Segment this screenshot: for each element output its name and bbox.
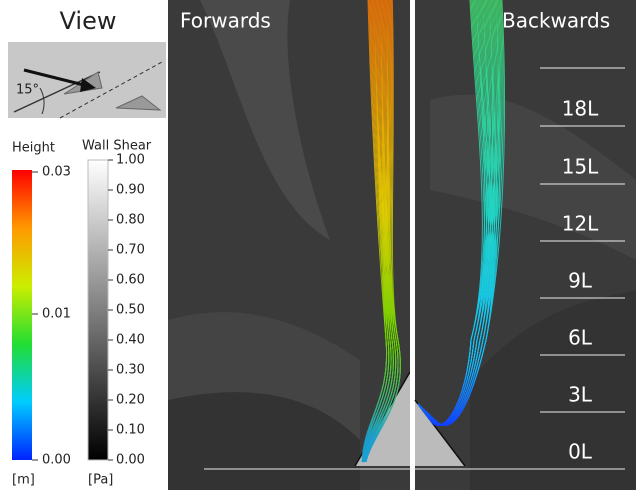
divider — [410, 0, 415, 490]
tick-label: 0.50 — [116, 303, 145, 318]
shear-title: Wall Shear — [82, 139, 152, 154]
view-title: View — [60, 7, 117, 35]
tick-label: 0.00 — [42, 453, 71, 468]
tick-label: 0.30 — [116, 363, 145, 378]
distance-label: 6L — [568, 326, 593, 350]
distance-label: 9L — [568, 269, 593, 293]
distance-label: 12L — [562, 212, 599, 236]
figure: View 15° Height [m] Wall Shear [Pa] Forw… — [0, 0, 636, 490]
height-unit: [m] — [12, 473, 35, 488]
tick-label: 0.20 — [116, 393, 145, 408]
shear-unit: [Pa] — [88, 473, 113, 488]
distance-label: 3L — [568, 383, 593, 407]
tick-label: 0.10 — [116, 423, 145, 438]
height-title: Height — [12, 141, 55, 156]
tick-label: 0.90 — [116, 183, 145, 198]
shear-colorbar — [88, 160, 108, 460]
distance-label: 0L — [568, 440, 593, 464]
distance-label: 18L — [562, 97, 599, 121]
tick-label: 0.00 — [116, 453, 145, 468]
angle-label: 15° — [16, 83, 39, 98]
tick-label: 0.01 — [42, 307, 71, 322]
tick-label: 1.00 — [116, 153, 145, 168]
tick-label: 0.40 — [116, 333, 145, 348]
tick-label: 0.60 — [116, 273, 145, 288]
distance-label: 15L — [562, 155, 599, 179]
panel-title: Backwards — [502, 9, 610, 33]
height-colorbar — [12, 170, 32, 460]
tick-label: 0.80 — [116, 213, 145, 228]
tick-label: 0.03 — [42, 165, 71, 180]
tick-label: 0.70 — [116, 243, 145, 258]
panel-title: Forwards — [180, 9, 271, 33]
